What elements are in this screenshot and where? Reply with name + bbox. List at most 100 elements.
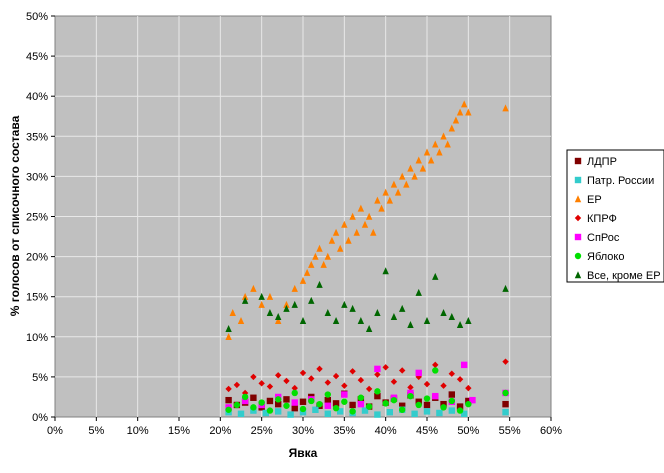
- data-point: [275, 372, 282, 379]
- data-point: [502, 358, 509, 365]
- data-point: [353, 228, 360, 236]
- legend-marker: [574, 252, 582, 260]
- data-point: [299, 276, 307, 284]
- data-point: [361, 220, 369, 228]
- data-point: [308, 375, 315, 382]
- data-point: [291, 404, 298, 412]
- data-point: [374, 196, 381, 204]
- data-point: [374, 308, 381, 316]
- data-point: [365, 324, 373, 332]
- data-point: [349, 401, 356, 409]
- data-point: [337, 244, 344, 252]
- data-point: [266, 383, 274, 390]
- legend-item: Яблоко: [574, 251, 624, 263]
- data-point: [502, 389, 509, 397]
- data-point: [399, 172, 406, 180]
- data-point: [502, 400, 509, 408]
- data-point: [448, 124, 455, 132]
- series: [225, 367, 509, 415]
- data-point: [233, 381, 241, 389]
- data-point: [448, 407, 455, 414]
- data-point: [382, 364, 389, 371]
- legend: ЛДПР Патр. России ЕР КПРФ СпРос Яблоко Все, кр…: [566, 149, 664, 283]
- x-tick-label: 45%: [416, 425, 438, 437]
- series: [225, 267, 509, 332]
- data-point: [291, 284, 298, 292]
- data-point: [432, 272, 439, 280]
- data-point: [357, 400, 365, 408]
- data-point: [399, 406, 406, 413]
- data-point: [250, 373, 257, 381]
- series: [225, 406, 509, 418]
- x-tick-label: 50%: [457, 425, 479, 437]
- data-points: [225, 100, 509, 418]
- x-tick-label: 30%: [292, 425, 314, 437]
- data-point: [233, 401, 241, 409]
- data-point: [469, 396, 476, 404]
- data-point: [275, 400, 282, 408]
- data-point: [365, 385, 373, 393]
- data-point: [349, 304, 356, 312]
- legend-marker: [574, 233, 582, 241]
- data-point: [250, 404, 257, 411]
- data-point: [341, 398, 348, 405]
- data-point: [440, 308, 447, 316]
- data-point: [399, 367, 406, 374]
- data-point: [461, 100, 468, 108]
- data-point: [444, 140, 451, 148]
- y-tick-label: 40%: [26, 91, 48, 103]
- data-point: [258, 292, 265, 300]
- data-point: [374, 371, 381, 378]
- data-point: [407, 389, 414, 397]
- data-point: [241, 393, 249, 401]
- data-point: [287, 411, 294, 418]
- data-point: [382, 400, 389, 407]
- legend-label: КПРФ: [587, 213, 617, 225]
- y-tick-label: 0%: [32, 412, 48, 424]
- data-point: [258, 300, 265, 308]
- y-tick-label: 30%: [26, 171, 48, 183]
- data-point: [427, 156, 435, 164]
- data-point: [456, 320, 464, 328]
- legend-label: Все, кроме ЕР: [587, 270, 661, 282]
- data-point: [324, 410, 331, 417]
- data-point: [390, 180, 398, 188]
- data-point: [440, 400, 447, 408]
- data-point: [328, 236, 336, 244]
- data-point: [386, 196, 393, 204]
- data-point: [411, 410, 418, 417]
- legend-marker: [574, 214, 582, 222]
- data-point: [332, 404, 340, 412]
- data-point: [415, 288, 422, 296]
- data-point: [275, 396, 282, 403]
- data-point: [225, 396, 232, 404]
- x-tick-label: 0%: [47, 425, 63, 437]
- data-point: [349, 212, 356, 220]
- data-point: [448, 370, 455, 377]
- y-tick-label: 15%: [26, 292, 48, 304]
- data-point: [241, 296, 249, 304]
- data-point: [456, 376, 464, 383]
- data-point: [250, 394, 257, 401]
- data-point: [407, 164, 414, 172]
- data-point: [382, 267, 389, 275]
- y-axis-ticks: 0% 5% 10% 15% 20% 25% 30% 35% 40% 45% 50%: [26, 11, 55, 424]
- data-point: [345, 236, 352, 244]
- legend-item: КПРФ: [574, 213, 617, 225]
- x-tick-label: 35%: [333, 425, 355, 437]
- data-point: [432, 392, 439, 400]
- data-point: [266, 407, 274, 414]
- x-tick-label: 60%: [540, 425, 562, 437]
- x-tick-label: 20%: [209, 425, 231, 437]
- data-point: [324, 379, 331, 386]
- legend-marker: [574, 157, 582, 165]
- data-point: [332, 316, 340, 324]
- y-axis-title: % голосов от списочного состава: [8, 115, 22, 316]
- data-point: [502, 284, 509, 292]
- data-point: [229, 308, 236, 316]
- data-point: [283, 304, 290, 312]
- data-point: [241, 389, 249, 397]
- data-point: [283, 300, 290, 308]
- legend-box: [566, 149, 664, 283]
- data-point: [374, 392, 381, 400]
